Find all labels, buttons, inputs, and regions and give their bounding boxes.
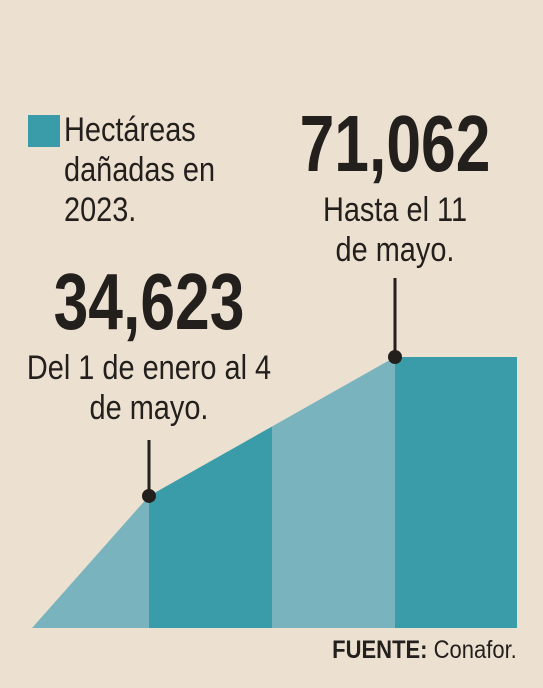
category-label: Hasta el 11 de mayo.: [322, 191, 468, 269]
area-band: [32, 495, 149, 628]
area-band: [395, 357, 517, 628]
source-label: FUENTE:: [332, 636, 428, 664]
source: FUENTE: Conafor.: [332, 636, 517, 665]
data-point: [388, 350, 402, 364]
value-label: 34,623: [53, 257, 245, 346]
legend-swatch: [28, 115, 60, 147]
data-point: [142, 488, 156, 503]
category-label: Del 1 de enero al 4 de mayo.: [26, 349, 272, 427]
legend-label: Hectáreas dañadas en 2023.: [64, 111, 216, 229]
area-band: [272, 357, 395, 628]
source-text: Conafor.: [433, 636, 517, 664]
area-band: [149, 426, 272, 628]
value-label: 71,062: [299, 99, 491, 188]
